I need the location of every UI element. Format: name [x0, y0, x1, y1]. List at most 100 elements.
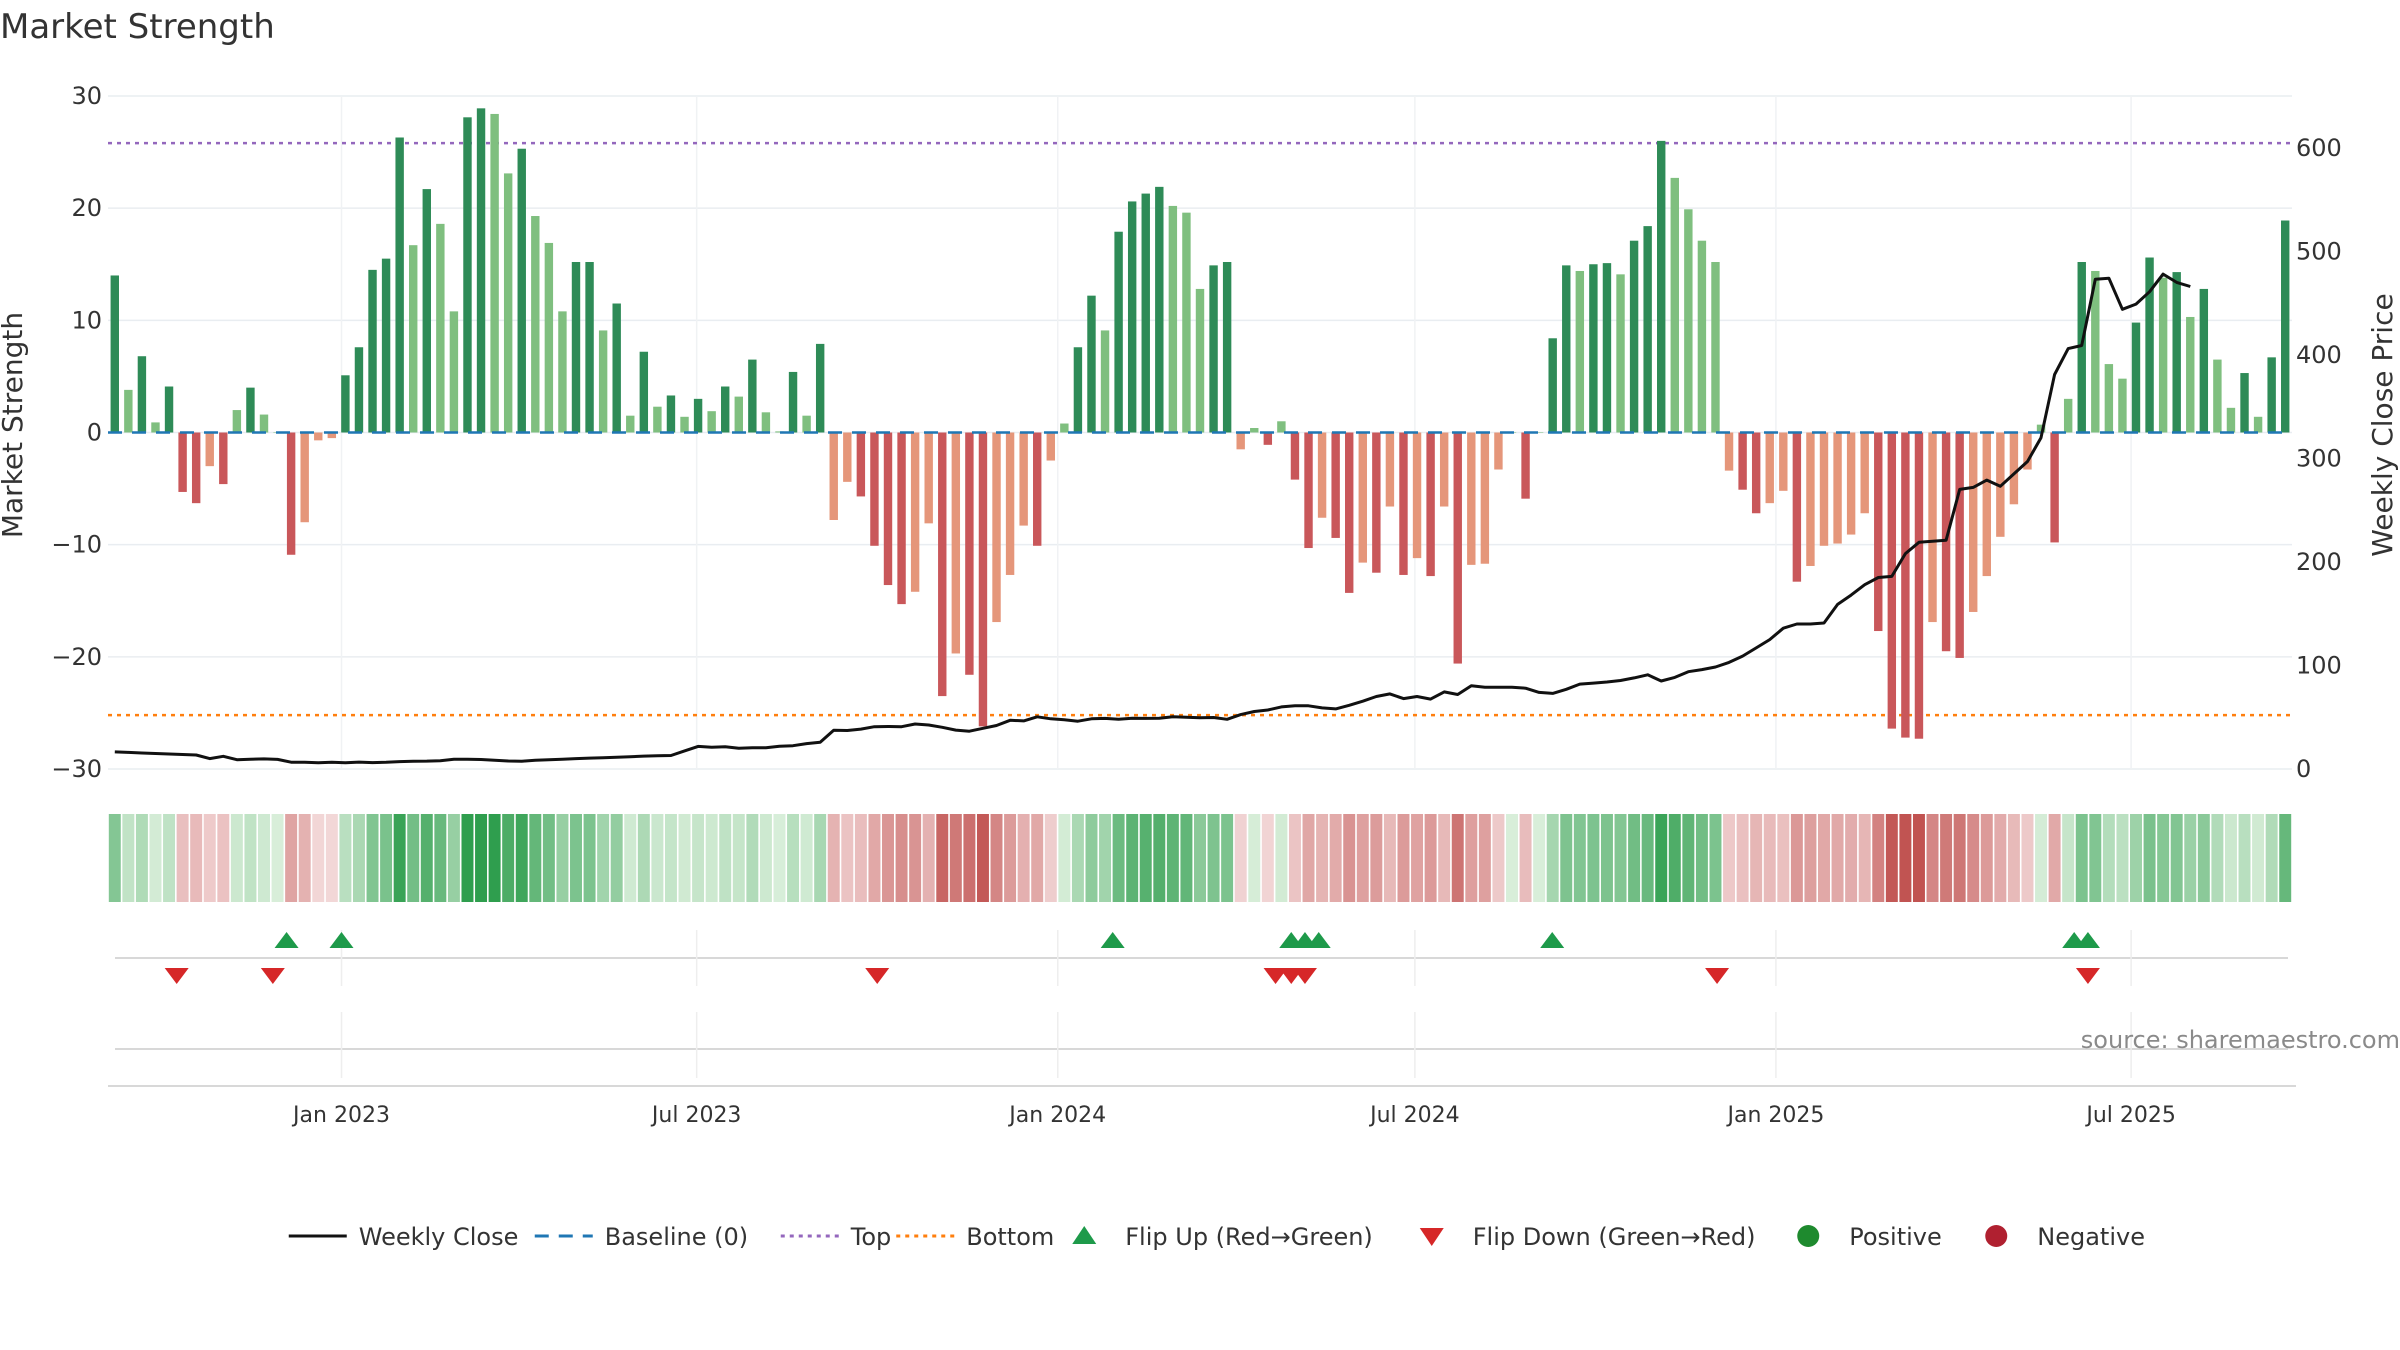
- strength-bar: [2009, 432, 2019, 505]
- strip-cell: [1831, 814, 1844, 902]
- strip-cell: [1478, 814, 1491, 902]
- strip-cell: [1058, 814, 1071, 902]
- strip-cell: [705, 814, 718, 902]
- strength-bar: [2104, 364, 2114, 433]
- strength-bar: [1711, 262, 1720, 433]
- flip-down-marker: [1263, 968, 1288, 984]
- strength-bar: [1182, 212, 1191, 433]
- strip-cell: [990, 814, 1003, 902]
- strength-bar: [1399, 432, 1408, 575]
- strength-bar: [1792, 432, 1802, 582]
- strength-bar: [666, 395, 676, 433]
- strength-bar: [1928, 432, 1937, 623]
- strength-bar: [1426, 432, 1435, 577]
- y-axis-title-right: Weekly Close Price: [2366, 293, 2399, 556]
- strip-cell: [1546, 814, 1559, 902]
- strength-bar: [1575, 270, 1585, 433]
- strength-bar: [1331, 432, 1340, 538]
- strip-cell: [637, 814, 650, 902]
- strip-cell: [339, 814, 352, 902]
- strip-cell: [366, 814, 379, 902]
- y-tick-label-right: 100: [2296, 651, 2342, 679]
- strip-cell: [1370, 814, 1383, 902]
- source-note: source: sharemaestro.com: [2081, 1026, 2400, 1054]
- strip-cell: [1139, 814, 1152, 902]
- strip-cell: [2170, 814, 2183, 902]
- strip-cell: [488, 814, 501, 902]
- strip-cell: [2143, 814, 2156, 902]
- strength-bar: [1060, 423, 1069, 433]
- strength-bar: [354, 347, 364, 433]
- strip-cell: [2197, 814, 2210, 902]
- strip-cell: [719, 814, 732, 902]
- flip-down-marker: [865, 968, 890, 984]
- strength-bar: [1480, 432, 1490, 564]
- strip-cell: [1695, 814, 1708, 902]
- strip-cell: [1004, 814, 1017, 902]
- strip-cell: [570, 814, 582, 902]
- strip-cell: [1383, 814, 1396, 902]
- strength-bar: [517, 148, 526, 433]
- strength-bar: [1548, 338, 1557, 433]
- strip-cell: [556, 814, 569, 902]
- strip-cell: [1288, 814, 1301, 902]
- strip-cell: [1356, 814, 1369, 902]
- strength-bar: [761, 412, 771, 433]
- strip-cell: [2265, 814, 2278, 902]
- y-tick-label-right: 200: [2296, 548, 2342, 576]
- legend-swatch-circle: [1985, 1225, 2008, 1247]
- strip-cell: [2035, 814, 2048, 902]
- strip-cell: [1587, 814, 1600, 902]
- strength-bar: [558, 311, 567, 433]
- strip-cell: [244, 814, 257, 902]
- strip-cell: [1465, 814, 1478, 902]
- strength-bar: [1724, 432, 1734, 471]
- strip-cell: [1967, 814, 1980, 902]
- strength-bar: [1412, 432, 1422, 559]
- strength-bar: [2023, 432, 2032, 470]
- flip-up-marker: [1306, 932, 1331, 948]
- flip-up-marker: [329, 932, 354, 948]
- strip-cell: [1099, 814, 1112, 902]
- strength-bar: [1670, 177, 1679, 433]
- strength-bar: [951, 432, 961, 654]
- strip-cell: [475, 814, 488, 902]
- strength-bar: [2240, 373, 2249, 433]
- strength-bar: [1236, 432, 1245, 450]
- x-tick-label: Jul 2024: [1368, 1103, 1460, 1128]
- strip-cell: [746, 814, 759, 902]
- strength-bar: [626, 415, 635, 433]
- y-tick-label-left: −30: [51, 755, 102, 783]
- strength-bar: [409, 245, 418, 433]
- weekly-close-line: [114, 272, 2191, 765]
- strength-bar: [2158, 277, 2168, 433]
- strip-cell: [271, 814, 284, 902]
- strip-cell: [1777, 814, 1790, 902]
- y-tick-label-right: 600: [2296, 134, 2342, 162]
- strength-bar: [992, 432, 1001, 623]
- x-tick-label: Jan 2025: [1725, 1103, 1824, 1128]
- strength-bar: [802, 415, 811, 433]
- strength-bar: [2077, 262, 2086, 433]
- strip-cell: [759, 814, 772, 902]
- strip-cell: [1234, 814, 1247, 902]
- flip-up-marker: [2075, 932, 2100, 948]
- strength-bar: [1765, 432, 1774, 504]
- strength-bar: [368, 269, 377, 433]
- strength-bar: [2226, 407, 2236, 433]
- strength-bar: [1290, 432, 1300, 480]
- strength-bar: [1534, 432, 1544, 433]
- chart-title: Market Strength: [0, 7, 275, 47]
- strength-bar: [1738, 432, 1747, 490]
- legend-item: Negative: [1985, 1223, 2145, 1251]
- legend-swatch-circle: [1797, 1225, 1820, 1247]
- strength-bar: [1914, 432, 1924, 739]
- strength-bar: [1141, 193, 1150, 433]
- legend-label: Flip Up (Red→Green): [1125, 1223, 1373, 1251]
- strip-cell: [515, 814, 528, 902]
- strip-cell: [1261, 814, 1274, 902]
- strip-cell: [230, 814, 243, 902]
- legend: Weekly Close Baseline (0) Top Bottom Flip Up…: [288, 1223, 2145, 1251]
- strip-cell: [1736, 814, 1749, 902]
- strength-bar: [1046, 432, 1055, 461]
